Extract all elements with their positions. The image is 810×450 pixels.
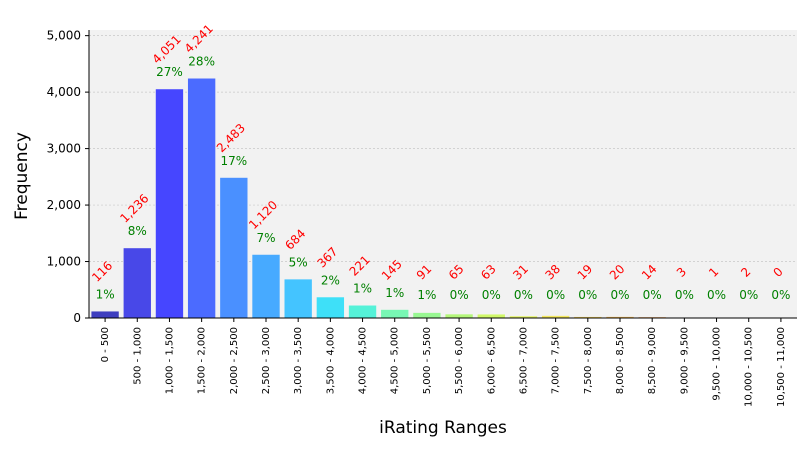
percent-label: 0% [546, 288, 565, 302]
x-tick-label: 500 - 1,000 [132, 327, 143, 385]
percent-label: 1% [385, 286, 404, 300]
percent-label: 1% [417, 288, 436, 302]
percent-label: 0% [578, 288, 597, 302]
percent-label: 1% [96, 287, 115, 301]
bar [316, 297, 345, 318]
bar [541, 315, 570, 318]
x-tick-label: 5,000 - 5,500 [422, 327, 433, 394]
x-tick-label: 10,000 - 10,500 [744, 327, 755, 407]
x-tick-label: 10,500 - 11,000 [776, 327, 787, 407]
x-tick-label: 1,500 - 2,000 [197, 327, 208, 394]
bar [123, 248, 151, 318]
y-tick-label: 1,000 [47, 255, 81, 269]
x-tick-label: 8,000 - 8,500 [615, 327, 626, 394]
y-tick-label: 2,000 [47, 198, 81, 212]
bar [252, 254, 280, 318]
percent-label: 0% [707, 288, 726, 302]
x-tick-label: 5,500 - 6,000 [454, 327, 465, 394]
y-tick-label: 0 [73, 311, 81, 325]
x-tick-label: 4,000 - 4,500 [358, 327, 369, 394]
bar [477, 314, 505, 318]
bar [187, 78, 216, 318]
x-tick-label: 9,000 - 9,500 [679, 327, 690, 394]
y-tick-label: 5,000 [47, 29, 81, 43]
bar [348, 305, 377, 318]
x-axis-title: iRating Ranges [379, 418, 507, 438]
x-tick-label: 6,500 - 7,000 [518, 327, 529, 394]
bars [91, 78, 763, 319]
bar [91, 311, 119, 318]
percent-label: 1% [353, 282, 372, 296]
y-tick-label: 4,000 [47, 85, 81, 99]
percent-label: 2% [321, 273, 340, 287]
x-tick-label: 7,500 - 8,000 [583, 327, 594, 394]
y-tick-label: 3,000 [47, 142, 81, 156]
x-ticks: 0 - 500 500 - 1,000 1,000 - 1,500 1,500 - 2… [100, 318, 787, 407]
percent-label: 0% [482, 288, 501, 302]
percent-label: 0% [514, 288, 533, 302]
percent-label: 7% [256, 231, 275, 245]
x-tick-label: 2,500 - 3,000 [261, 327, 272, 394]
x-tick-label: 4,500 - 5,000 [390, 327, 401, 394]
percent-label: 0% [610, 288, 629, 302]
bar [284, 279, 312, 318]
bar [606, 316, 634, 318]
bar [509, 316, 538, 318]
percent-label: 0% [643, 288, 662, 302]
x-tick-label: 6,000 - 6,500 [486, 327, 497, 394]
x-tick-label: 8,500 - 9,000 [647, 327, 658, 394]
x-tick-label: 7,000 - 7,500 [551, 327, 562, 394]
bar [413, 312, 441, 318]
y-axis-title: Frequency [12, 132, 32, 220]
percent-label: 0% [771, 288, 790, 302]
percent-label: 28% [188, 55, 215, 69]
x-tick-label: 2,000 - 2,500 [229, 327, 240, 394]
bar [155, 89, 184, 319]
bar [574, 316, 602, 318]
percent-label: 0% [450, 288, 469, 302]
x-tick-label: 0 - 500 [100, 327, 111, 362]
x-tick-label: 3,000 - 3,500 [293, 327, 304, 394]
bar [220, 177, 248, 318]
percent-label: 0% [675, 288, 694, 302]
percent-labels: 1% 8% 27% 28% 17% 7% 5% 2% 1% 1% 1% 0% 0% 0% 0% 0% 0% 0% 0… [96, 55, 791, 302]
percent-label: 5% [289, 255, 308, 269]
percent-label: 27% [156, 65, 183, 79]
bar [381, 309, 409, 318]
bar [445, 314, 473, 318]
x-tick-label: 1,000 - 1,500 [164, 327, 175, 394]
percent-label: 0% [739, 288, 758, 302]
percent-label: 8% [128, 224, 147, 238]
x-tick-label: 3,500 - 4,000 [325, 327, 336, 394]
percent-label: 17% [220, 154, 247, 168]
y-ticks: 0 1,000 2,000 3,000 4,000 5,000 [47, 29, 89, 325]
x-tick-label: 9,500 - 10,000 [712, 327, 723, 401]
